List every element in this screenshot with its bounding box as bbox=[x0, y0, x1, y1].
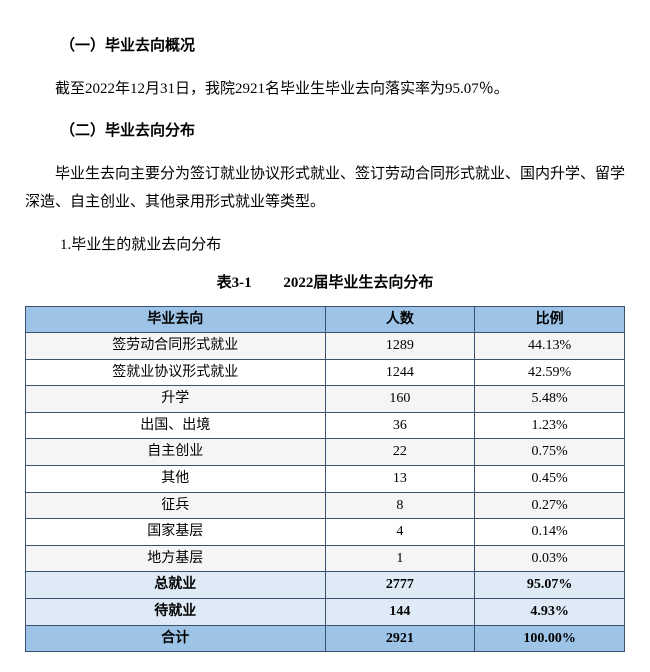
table-cell: 1289 bbox=[325, 333, 475, 360]
table-header-cell: 比例 bbox=[475, 306, 625, 333]
table-row: 签劳动合同形式就业128944.13% bbox=[26, 333, 625, 360]
table-cell: 2921 bbox=[325, 625, 475, 652]
table-cell: 44.13% bbox=[475, 333, 625, 360]
table-row: 地方基层10.03% bbox=[26, 545, 625, 572]
table-row: 出国、出境361.23% bbox=[26, 412, 625, 439]
table-header-cell: 毕业去向 bbox=[26, 306, 326, 333]
table-cell: 签就业协议形式就业 bbox=[26, 359, 326, 386]
table-cell: 5.48% bbox=[475, 386, 625, 413]
table-cell: 合计 bbox=[26, 625, 326, 652]
table-cell: 0.45% bbox=[475, 466, 625, 493]
table-header-cell: 人数 bbox=[325, 306, 475, 333]
table-cell: 国家基层 bbox=[26, 519, 326, 546]
table-row: 合计2921100.00% bbox=[26, 625, 625, 652]
table-row: 签就业协议形式就业124442.59% bbox=[26, 359, 625, 386]
table-cell: 总就业 bbox=[26, 572, 326, 599]
table-cell: 144 bbox=[325, 599, 475, 626]
table-caption-number: 表3-1 bbox=[217, 269, 252, 298]
section-1-paragraph: 截至2022年12月31日，我院2921名毕业生毕业去向落实率为95.07％。 bbox=[25, 75, 625, 104]
table-cell: 0.14% bbox=[475, 519, 625, 546]
table-cell: 0.27% bbox=[475, 492, 625, 519]
table-cell: 签劳动合同形式就业 bbox=[26, 333, 326, 360]
distribution-table: 毕业去向人数比例 签劳动合同形式就业128944.13%签就业协议形式就业124… bbox=[25, 306, 625, 653]
table-row: 国家基层40.14% bbox=[26, 519, 625, 546]
table-body: 签劳动合同形式就业128944.13%签就业协议形式就业124442.59%升学… bbox=[26, 333, 625, 652]
table-row: 自主创业220.75% bbox=[26, 439, 625, 466]
table-cell: 95.07% bbox=[475, 572, 625, 599]
table-cell: 2777 bbox=[325, 572, 475, 599]
table-cell: 42.59% bbox=[475, 359, 625, 386]
table-cell: 1 bbox=[325, 545, 475, 572]
table-caption-title: 2022届毕业生去向分布 bbox=[283, 269, 433, 298]
section-2-heading: （二）毕业去向分布 bbox=[60, 117, 625, 146]
table-cell: 4 bbox=[325, 519, 475, 546]
table-cell: 自主创业 bbox=[26, 439, 326, 466]
table-row: 升学1605.48% bbox=[26, 386, 625, 413]
section-2-paragraph: 毕业生去向主要分为签订就业协议形式就业、签订劳动合同形式就业、国内升学、留学深造… bbox=[25, 160, 625, 217]
table-caption: 表3-1 2022届毕业生去向分布 bbox=[25, 269, 625, 298]
table-cell: 0.75% bbox=[475, 439, 625, 466]
table-cell: 4.93% bbox=[475, 599, 625, 626]
table-cell: 36 bbox=[325, 412, 475, 439]
table-row: 总就业277795.07% bbox=[26, 572, 625, 599]
table-cell: 升学 bbox=[26, 386, 326, 413]
table-cell: 其他 bbox=[26, 466, 326, 493]
table-cell: 100.00% bbox=[475, 625, 625, 652]
table-cell: 13 bbox=[325, 466, 475, 493]
table-cell: 出国、出境 bbox=[26, 412, 326, 439]
table-cell: 1244 bbox=[325, 359, 475, 386]
table-cell: 8 bbox=[325, 492, 475, 519]
table-cell: 0.03% bbox=[475, 545, 625, 572]
table-cell: 1.23% bbox=[475, 412, 625, 439]
table-cell: 22 bbox=[325, 439, 475, 466]
table-row: 其他130.45% bbox=[26, 466, 625, 493]
table-header-row: 毕业去向人数比例 bbox=[26, 306, 625, 333]
table-cell: 地方基层 bbox=[26, 545, 326, 572]
section-1-heading: （一）毕业去向概况 bbox=[60, 32, 625, 61]
table-row: 征兵80.27% bbox=[26, 492, 625, 519]
table-cell: 待就业 bbox=[26, 599, 326, 626]
table-row: 待就业1444.93% bbox=[26, 599, 625, 626]
table-cell: 征兵 bbox=[26, 492, 326, 519]
subsection-item: 1.毕业生的就业去向分布 bbox=[60, 231, 625, 260]
table-cell: 160 bbox=[325, 386, 475, 413]
